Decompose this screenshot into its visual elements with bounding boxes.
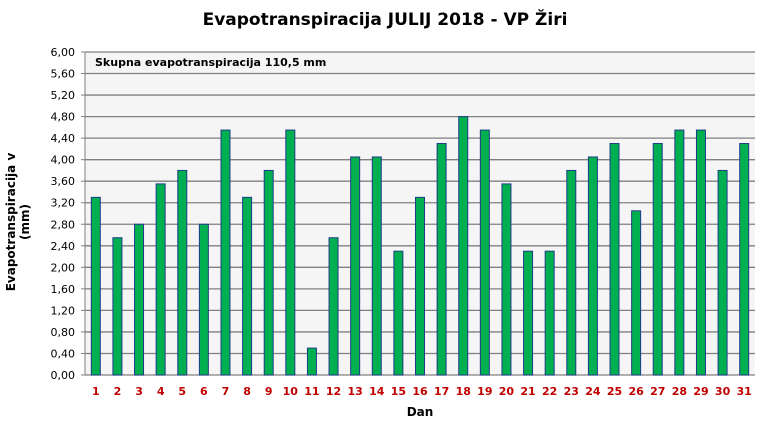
x-tick-label: 29 bbox=[693, 385, 708, 398]
y-tick-label: 2,00 bbox=[51, 261, 76, 274]
bar bbox=[544, 250, 555, 376]
bar bbox=[695, 129, 706, 376]
x-tick-label: 2 bbox=[114, 385, 122, 398]
x-tick-label: 20 bbox=[499, 385, 515, 398]
x-tick-label: 17 bbox=[434, 385, 449, 398]
bar bbox=[501, 183, 512, 376]
x-tick-label: 6 bbox=[200, 385, 208, 398]
x-tick-label: 27 bbox=[650, 385, 665, 398]
bar bbox=[609, 143, 620, 376]
y-tick-label: 4,00 bbox=[51, 154, 76, 167]
y-tick-label: 0,80 bbox=[51, 326, 76, 339]
bar bbox=[177, 169, 188, 376]
x-tick-label: 21 bbox=[520, 385, 535, 398]
bar bbox=[90, 196, 101, 376]
x-tick-label: 11 bbox=[304, 385, 319, 398]
bar bbox=[393, 250, 404, 376]
bar bbox=[263, 169, 274, 376]
y-tick-label: 0,00 bbox=[51, 369, 76, 382]
bar bbox=[112, 237, 123, 376]
bar bbox=[198, 223, 209, 376]
bar bbox=[134, 223, 145, 376]
x-tick-label: 24 bbox=[585, 385, 601, 398]
x-tick-label: 31 bbox=[737, 385, 752, 398]
y-tick-label: 6,00 bbox=[51, 46, 76, 59]
y-tick-label: 2,80 bbox=[51, 218, 76, 231]
x-tick-label: 18 bbox=[456, 385, 471, 398]
x-tick-label: 16 bbox=[412, 385, 428, 398]
x-tick-label: 10 bbox=[283, 385, 299, 398]
bar bbox=[371, 156, 382, 376]
bar bbox=[350, 156, 361, 376]
x-tick-label: 12 bbox=[326, 385, 341, 398]
y-tick-label: 1,60 bbox=[51, 283, 76, 296]
y-tick-label: 5,20 bbox=[51, 89, 76, 102]
x-tick-label: 28 bbox=[672, 385, 687, 398]
bar bbox=[479, 129, 490, 376]
y-tick-label: 4,40 bbox=[51, 132, 76, 145]
x-tick-label: 15 bbox=[391, 385, 406, 398]
chart-title: Evapotranspiracija JULIJ 2018 - VP Žiri bbox=[202, 10, 568, 30]
x-tick-label: 30 bbox=[715, 385, 731, 398]
x-tick-label: 9 bbox=[265, 385, 273, 398]
x-tick-label: 13 bbox=[348, 385, 363, 398]
bar bbox=[717, 169, 728, 376]
x-tick-label: 3 bbox=[135, 385, 143, 398]
x-tick-label: 25 bbox=[607, 385, 622, 398]
bar bbox=[631, 210, 642, 376]
bar bbox=[220, 129, 231, 376]
y-tick-label: 1,20 bbox=[51, 304, 76, 317]
bar bbox=[415, 196, 425, 376]
bar bbox=[674, 129, 685, 376]
bar bbox=[458, 116, 469, 376]
x-tick-label: 23 bbox=[564, 385, 579, 398]
x-tick-label: 4 bbox=[157, 385, 165, 398]
bar bbox=[523, 250, 534, 376]
bar bbox=[285, 129, 296, 376]
bar bbox=[652, 143, 663, 376]
x-tick-label: 8 bbox=[243, 385, 251, 398]
x-tick-label: 26 bbox=[628, 385, 644, 398]
total-annotation: Skupna evapotranspiracija 110,5 mm bbox=[95, 56, 327, 69]
bar bbox=[328, 237, 339, 376]
y-tick-label: 3,60 bbox=[51, 175, 76, 188]
y-tick-label: 5,60 bbox=[51, 68, 76, 81]
y-axis-label: Evapotranspiracija v (mm) bbox=[4, 152, 32, 292]
bar bbox=[566, 169, 577, 376]
y-tick-label: 3,20 bbox=[51, 197, 76, 210]
bar bbox=[306, 347, 317, 376]
bar bbox=[587, 156, 598, 376]
bar bbox=[155, 183, 166, 376]
x-tick-label: 5 bbox=[178, 385, 186, 398]
x-tick-label: 22 bbox=[542, 385, 557, 398]
x-axis-label: Dan bbox=[406, 405, 434, 419]
y-tick-label: 2,40 bbox=[51, 240, 76, 253]
x-tick-label: 19 bbox=[477, 385, 492, 398]
x-tick-label: 1 bbox=[92, 385, 100, 398]
y-tick-label: 0,40 bbox=[51, 347, 76, 360]
bar bbox=[436, 143, 447, 376]
x-tick-label: 14 bbox=[369, 385, 385, 398]
bar bbox=[242, 196, 253, 376]
bar bbox=[739, 143, 750, 376]
y-tick-label: 4,80 bbox=[51, 111, 76, 124]
x-tick-label: 7 bbox=[222, 385, 230, 398]
